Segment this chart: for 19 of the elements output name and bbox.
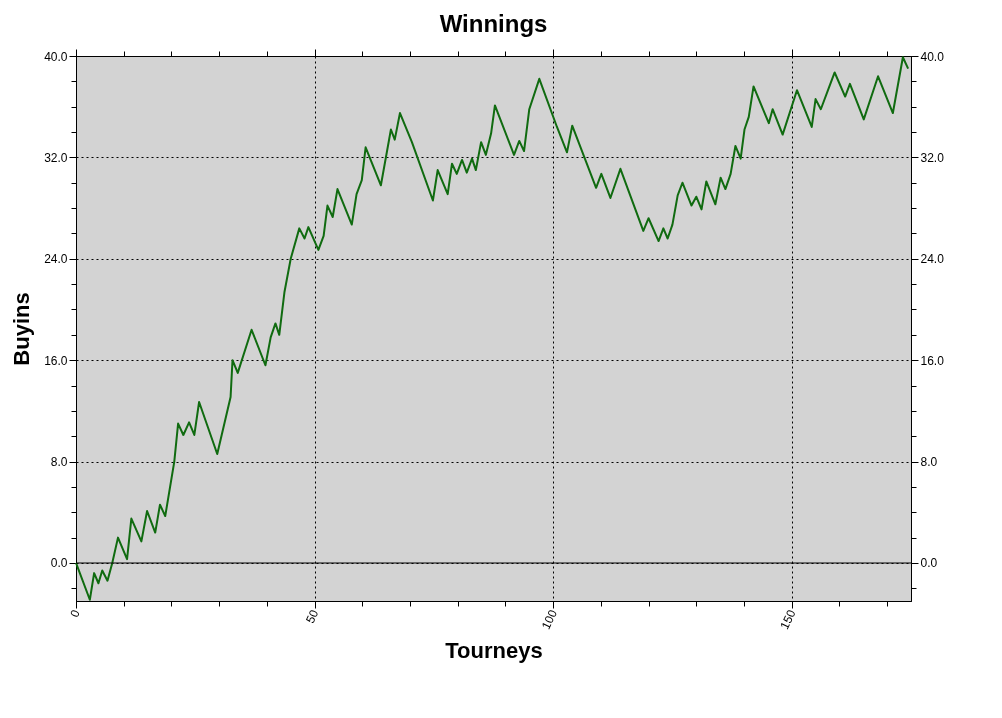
y2-tick-label: 16.0: [920, 353, 945, 368]
y2-tick-label: 32.0: [920, 150, 945, 165]
y-tick-label: 24.0: [44, 252, 68, 267]
x-tick-label: 50: [303, 607, 322, 626]
x-tick-label: 0: [67, 607, 83, 620]
y-tick-label: 16.0: [44, 353, 68, 368]
chart-title: Winnings: [439, 9, 548, 37]
y-tick-label: 32.0: [44, 150, 68, 165]
y2-tick-label: 0.0: [920, 556, 938, 571]
y-tick-label: 40.0: [44, 49, 68, 64]
y2-tick-label: 40.0: [920, 49, 945, 64]
x-tick-label: 150: [777, 607, 799, 632]
y-tick-label: 8.0: [50, 455, 68, 470]
x-axis-title: Tourneys: [445, 638, 543, 664]
x-tick-label: 100: [538, 607, 561, 632]
y-tick-label: 0.0: [50, 556, 68, 571]
y-axis-title: Buyins: [9, 292, 35, 366]
y2-tick-label: 8.0: [920, 455, 938, 470]
y2-tick-label: 24.0: [920, 252, 945, 267]
